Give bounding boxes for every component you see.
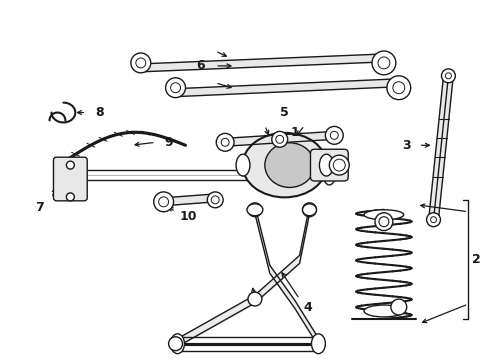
Circle shape [372,51,396,75]
Ellipse shape [323,165,335,185]
Circle shape [221,138,229,146]
Ellipse shape [71,165,82,185]
Circle shape [66,161,74,169]
Text: 9: 9 [164,136,173,149]
Ellipse shape [265,143,315,188]
Circle shape [378,57,390,69]
Ellipse shape [236,154,250,176]
Ellipse shape [171,334,184,354]
Circle shape [329,155,349,175]
Circle shape [333,159,345,171]
Circle shape [171,83,180,93]
Circle shape [431,217,437,223]
Circle shape [379,217,389,227]
Circle shape [391,299,407,315]
Circle shape [302,203,317,217]
Circle shape [169,337,182,351]
Circle shape [136,58,146,68]
Polygon shape [164,194,215,206]
Circle shape [131,53,151,73]
Ellipse shape [243,133,327,197]
Text: 4: 4 [303,301,312,314]
Circle shape [387,76,411,100]
Circle shape [207,192,223,208]
Text: 7: 7 [35,201,44,214]
Circle shape [325,126,343,144]
Text: 6: 6 [196,59,205,72]
FancyBboxPatch shape [311,149,348,181]
Circle shape [272,131,288,147]
Circle shape [330,131,338,139]
Circle shape [248,292,262,306]
Polygon shape [429,76,453,220]
Polygon shape [225,131,334,146]
Ellipse shape [247,204,263,216]
Circle shape [154,192,173,212]
Text: 3: 3 [402,139,411,152]
Ellipse shape [312,334,325,354]
Circle shape [393,82,405,94]
Text: 1: 1 [290,126,299,139]
Circle shape [66,193,74,201]
Ellipse shape [364,210,404,220]
Circle shape [375,213,393,231]
Circle shape [166,78,185,98]
Circle shape [216,133,234,151]
Text: 10: 10 [180,210,197,223]
Circle shape [445,73,451,79]
Circle shape [248,203,262,217]
FancyBboxPatch shape [53,157,87,201]
Circle shape [441,69,455,83]
Circle shape [276,135,284,143]
Text: 5: 5 [280,106,289,119]
Ellipse shape [302,204,317,216]
Text: 8: 8 [95,106,103,119]
Circle shape [427,213,441,227]
Circle shape [211,196,219,204]
Circle shape [159,197,169,207]
Ellipse shape [319,154,333,176]
Ellipse shape [364,305,404,317]
Polygon shape [175,79,399,96]
Text: 2: 2 [472,253,481,266]
Polygon shape [141,54,384,72]
